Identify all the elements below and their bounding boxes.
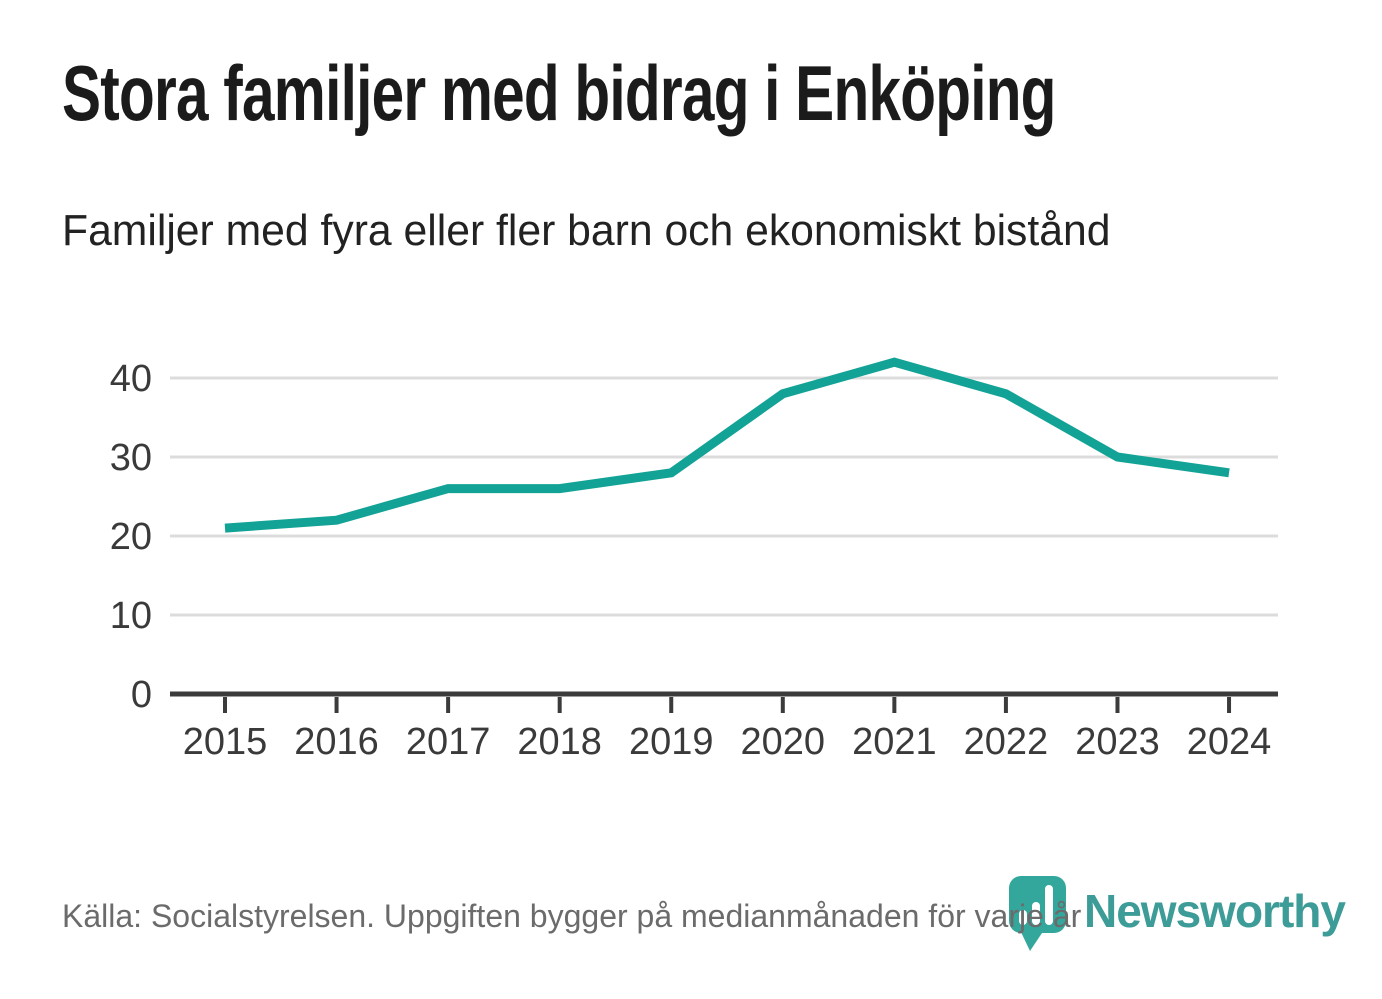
y-tick-label: 10 (110, 595, 152, 637)
y-tick-label: 0 (131, 674, 152, 716)
newsworthy-logo: Newsworthy (1008, 876, 1346, 954)
y-tick-label: 40 (110, 358, 152, 400)
data-line (224, 357, 1230, 533)
x-tick-label: 2018 (517, 721, 602, 763)
y-tick-label: 20 (110, 516, 152, 558)
x-tick-label: 2019 (629, 721, 714, 763)
newsworthy-speech-bubble-bar-chart-icon (1009, 876, 1066, 951)
x-tick-label: 2015 (183, 721, 268, 763)
x-tick-label: 2017 (406, 721, 491, 763)
x-tick-label: 2022 (964, 721, 1049, 763)
chart-subtitle: Familjer med fyra eller fler barn och ek… (62, 206, 1111, 255)
source-note: Källa: Socialstyrelsen. Uppgiften bygger… (62, 898, 1082, 934)
x-tick-label: 2023 (1075, 721, 1160, 763)
newsworthy-logo-text: Newsworthy (1084, 885, 1346, 937)
x-tick-label: 2016 (294, 721, 379, 763)
y-tick-label: 30 (110, 437, 152, 479)
x-tick-label: 2024 (1187, 721, 1272, 763)
chart-title: Stora familjer med bidrag i Enköping (62, 49, 1056, 137)
line-chart: 0 10 20 30 40 2015 2016 2017 2018 2019 2020 2021 202… (110, 357, 1278, 763)
x-tick-label: 2021 (852, 721, 937, 763)
x-tick-label: 2020 (741, 721, 826, 763)
